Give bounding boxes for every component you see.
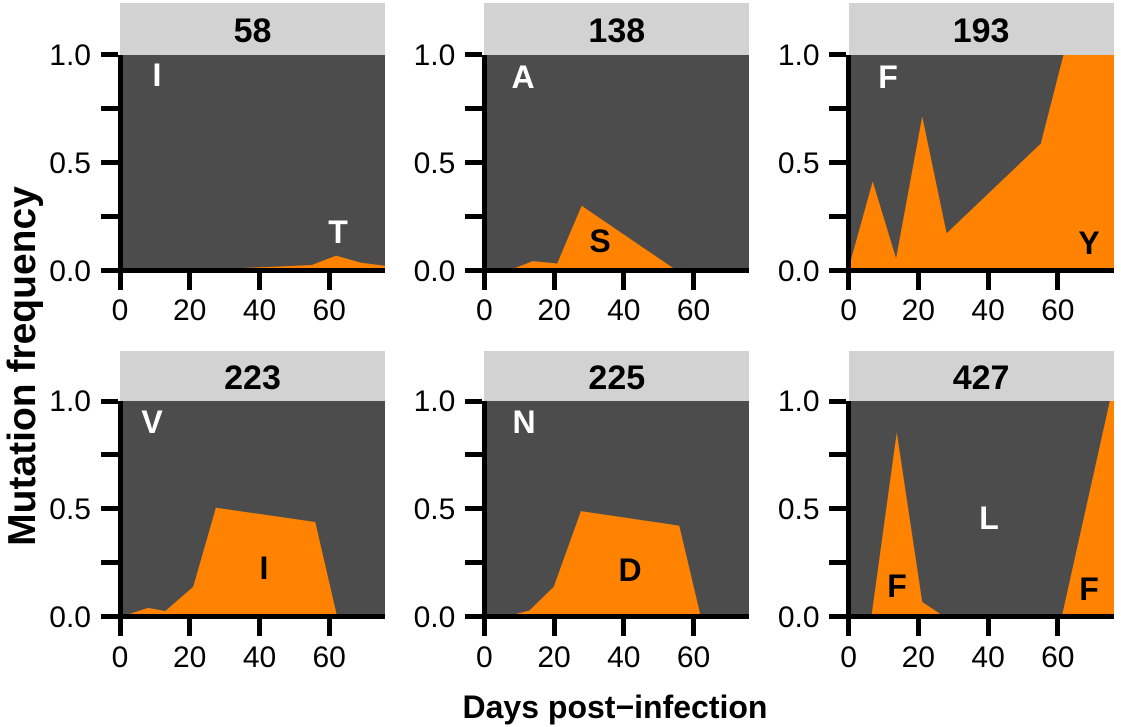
svg-text:Mutation frequency: Mutation frequency [1, 186, 44, 546]
